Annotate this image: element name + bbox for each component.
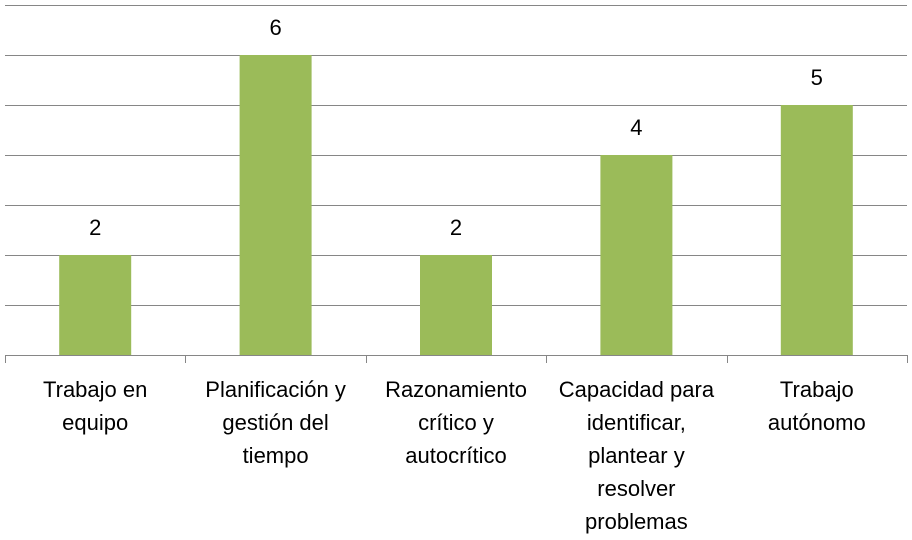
bar [780,105,853,355]
data-labels: 2 6 2 4 5 [89,15,823,240]
data-label: 6 [269,15,281,40]
category-labels: Trabajo en equipo Planificación y gestión d… [43,377,866,534]
bar [239,55,312,355]
category-label: Planificación y gestión del tiempo [205,377,346,468]
data-label: 2 [450,215,462,240]
data-label: 2 [89,215,101,240]
data-label: 4 [630,115,642,140]
category-label: Trabajo autónomo [768,377,866,435]
bar [59,255,132,355]
bars [59,55,853,355]
category-label: Razonamiento crítico y autocrítico [385,377,527,468]
category-label: Trabajo en equipo [43,377,147,435]
x-axis [5,355,908,363]
gridlines [5,5,907,306]
data-label: 5 [811,65,823,90]
bar [420,255,492,355]
category-label: Capacidad para identificar, plantear y reso… [559,377,715,534]
bar [600,155,673,355]
